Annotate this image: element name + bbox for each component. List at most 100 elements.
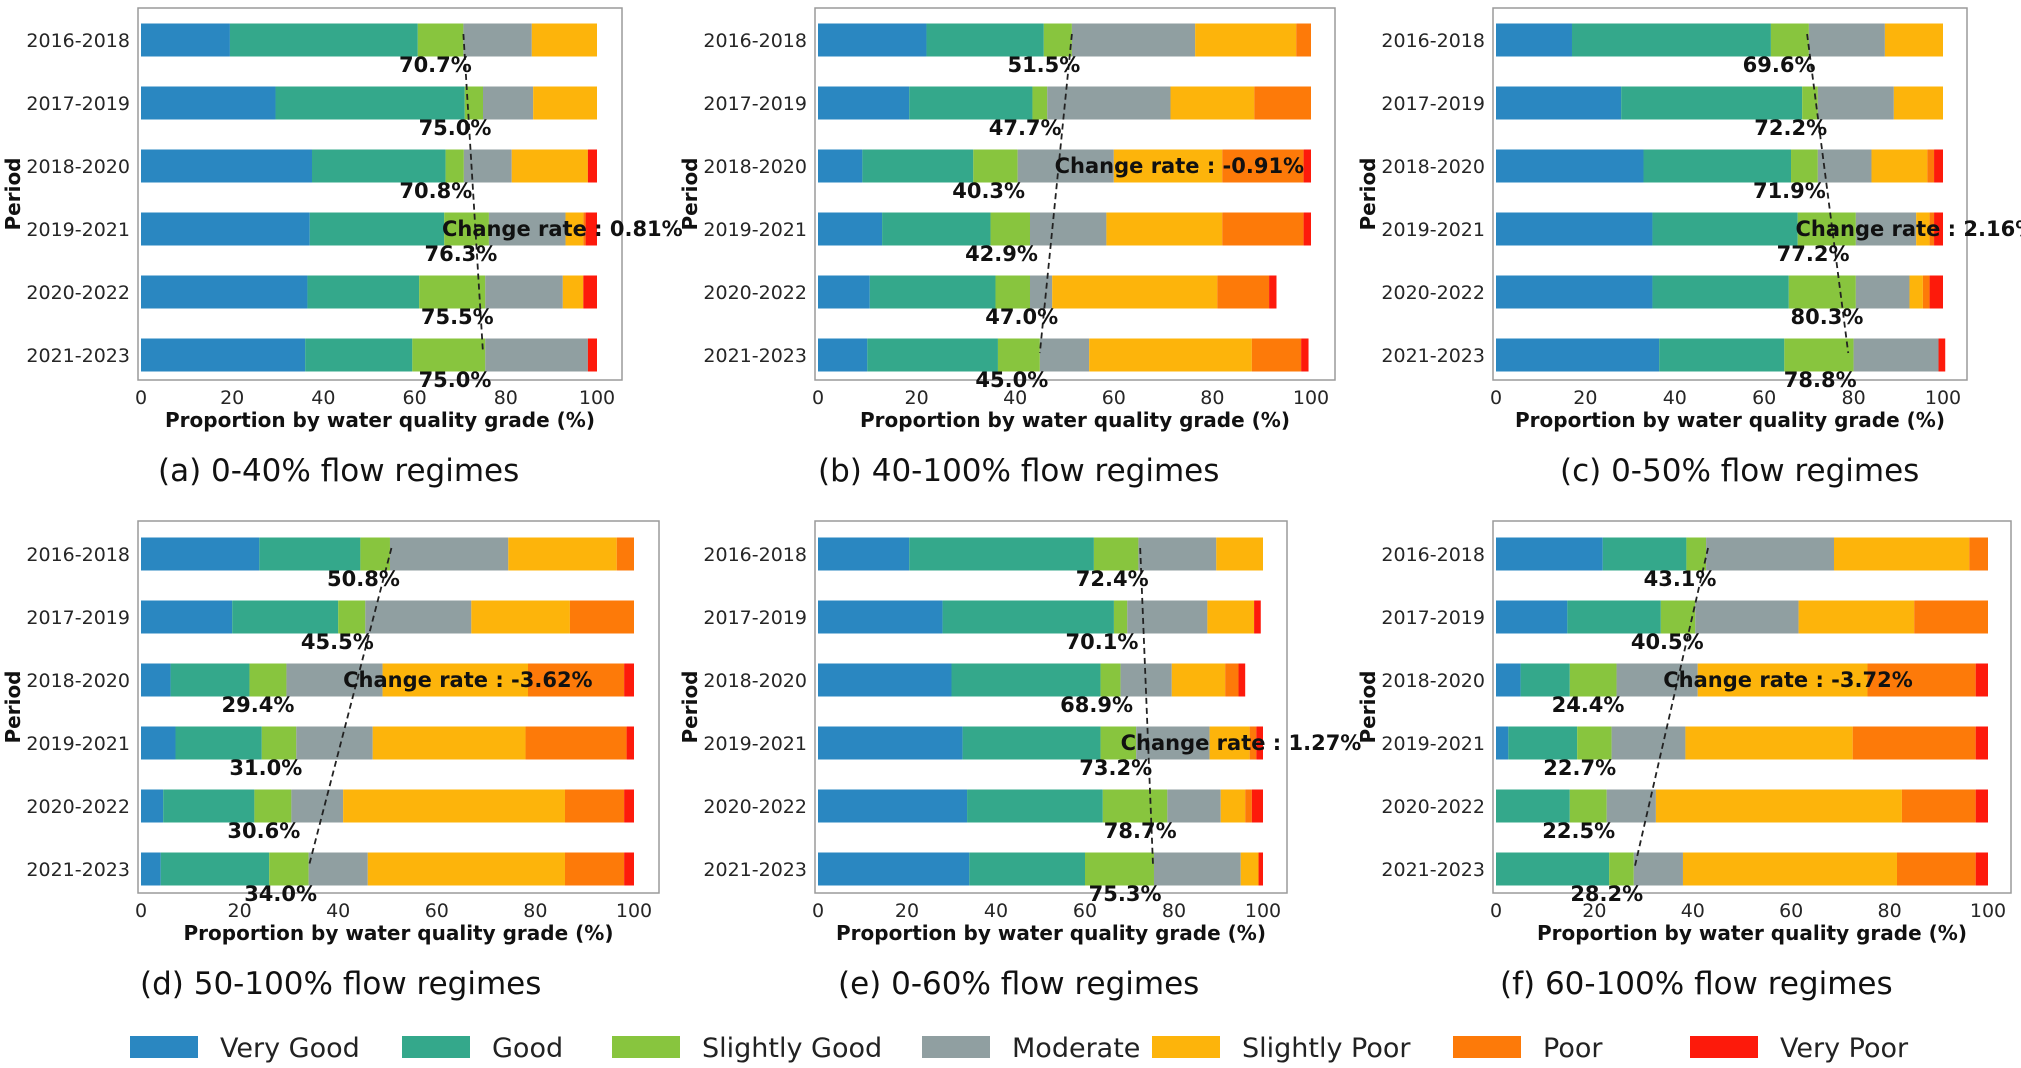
percent-label: 42.9% [965,242,1038,266]
bar-segment-good [867,338,998,372]
bar-segment-very-poor [1975,663,1988,697]
bar-segment-moderate [485,338,588,372]
bar-segment-slightly-good [1113,600,1128,634]
y-tick-label: 2016-2018 [703,30,807,52]
bar-segment-very-good [141,789,164,823]
y-tick-label: 2019-2021 [703,733,807,755]
bar-segment-slightly-good [464,86,483,120]
percent-label: 73.2% [1079,756,1152,780]
y-axis-title: Period [678,671,702,744]
change-rate-label: Change rate : -0.91% [1055,154,1304,178]
bar-segment-slightly-poor [1798,600,1915,634]
plot-frame [137,7,623,381]
x-tick-label: 0 [1490,387,1502,409]
panel-caption: (e) 0-60% flow regimes [838,966,1199,1002]
y-tick-label: 2019-2021 [1381,733,1485,755]
percent-label: 47.0% [985,305,1058,329]
x-axis-title: Proportion by water quality grade (%) [1537,921,1967,945]
y-axis-title: Period [1356,671,1380,744]
bar-segment-slightly-good [1797,212,1856,246]
plot-frame [137,520,660,894]
bar-segment-slightly-poor [1170,86,1255,120]
percent-label: 76.3% [424,242,497,266]
y-tick-label: 2020-2022 [26,796,130,818]
legend-item-moderate: Moderate [922,1033,1140,1064]
y-tick-label: 2021-2023 [1381,859,1485,881]
bar-segment-very-poor [1929,275,1943,309]
bar-segment-very-poor [1256,726,1263,760]
percent-label: 80.3% [1791,305,1864,329]
bar-segment-moderate [1606,789,1656,823]
bar-segment-very-good [818,726,963,760]
y-tick-label: 2018-2020 [703,670,807,692]
y-tick-label: 2017-2019 [703,607,807,629]
x-axis-title: Proportion by water quality grade (%) [836,921,1266,945]
x-tick-label: 20 [220,387,244,409]
legend-swatch [1453,1036,1521,1058]
chart-panel-c: 69.6% 72.2% 71.9% 77.2% 80.3% 78.8% Change rat… [1356,7,2021,489]
bar-segment-moderate [463,23,532,57]
bar-segment-moderate [1029,212,1107,246]
bar-segment-slightly-good [995,275,1030,309]
bar-segment-good [229,23,418,57]
bar-segment-moderate [1017,149,1114,183]
bar-segment-very-poor [1975,726,1988,760]
bar-segment-poor [1914,600,1988,634]
bar-segment-very-good [141,726,176,760]
change-rate-label: Change rate : -3.72% [1663,668,1912,692]
x-axis-title: Proportion by water quality grade (%) [1515,408,1945,432]
bar-segment-good [942,600,1114,634]
chart-panel-a: 70.7% 75.0% 70.8% 76.3% 75.5% 75.0% Change rat… [1,7,683,489]
bar-segment-very-poor [1975,852,1988,886]
bar-segment-moderate [485,275,563,309]
bar-segment-very-good [818,86,910,120]
legend-label: Very Poor [1780,1033,1909,1064]
bar-segment-moderate [1855,275,1910,309]
bar-segment-slightly-poor [1655,789,1902,823]
bar-segment-slightly-poor [372,726,526,760]
bar-segment-moderate [483,86,534,120]
legend-label: Very Good [220,1033,360,1064]
percent-label: 78.8% [1784,368,1857,392]
percent-label: 70.1% [1066,630,1139,654]
bar-segment-good [969,852,1085,886]
bar-segment-moderate [1706,537,1835,571]
y-tick-label: 2018-2020 [26,156,130,178]
bar-segment-very-good [141,149,312,183]
x-tick-label: 100 [1293,387,1329,409]
bar-segment-very-poor [1303,149,1311,183]
bar-segment-moderate [308,852,368,886]
bar-segment-moderate [1039,338,1090,372]
bar-segment-good [1652,275,1789,309]
chart-panel-e: 72.4% 70.1% 68.9% 73.2% 78.7% 75.3% Change rat… [678,520,1361,1002]
bar-segment-good [1643,149,1792,183]
x-tick-label: 0 [135,900,147,922]
bar-segment-slightly-good [261,726,297,760]
bar-segment-good [170,663,250,697]
x-tick-label: 80 [523,900,547,922]
bar-segment-moderate [1855,212,1917,246]
bar-segment-slightly-poor [1834,537,1970,571]
bar-segment-slightly-good [1802,86,1818,120]
bar-segment-slightly-poor [1884,23,1943,57]
bar-segment-slightly-poor [1909,275,1923,309]
bar-segment-good [909,86,1033,120]
bar-segment-very-good [1496,149,1644,183]
legend-swatch [130,1036,198,1058]
x-tick-label: 40 [311,387,335,409]
bar-segment-poor [525,726,627,760]
y-axis-title: Period [1356,158,1380,231]
bar-segment-slightly-good [1609,852,1634,886]
bar-segment-very-good [818,789,968,823]
panel-caption: (d) 50-100% flow regimes [140,966,541,1002]
panel-caption: (a) 0-40% flow regimes [158,453,519,489]
x-tick-label: 0 [812,900,824,922]
bar-segment-slightly-good [412,338,486,372]
legend-item-poor: Poor [1453,1033,1603,1064]
x-tick-label: 100 [616,900,652,922]
bar-segment-very-good [141,338,306,372]
bar-segment-good [259,537,361,571]
chart-panel-b: 51.5% 47.7% 40.3% 42.9% 47.0% 45.0% Change rat… [678,7,1336,489]
bar-segment-good [1659,338,1785,372]
